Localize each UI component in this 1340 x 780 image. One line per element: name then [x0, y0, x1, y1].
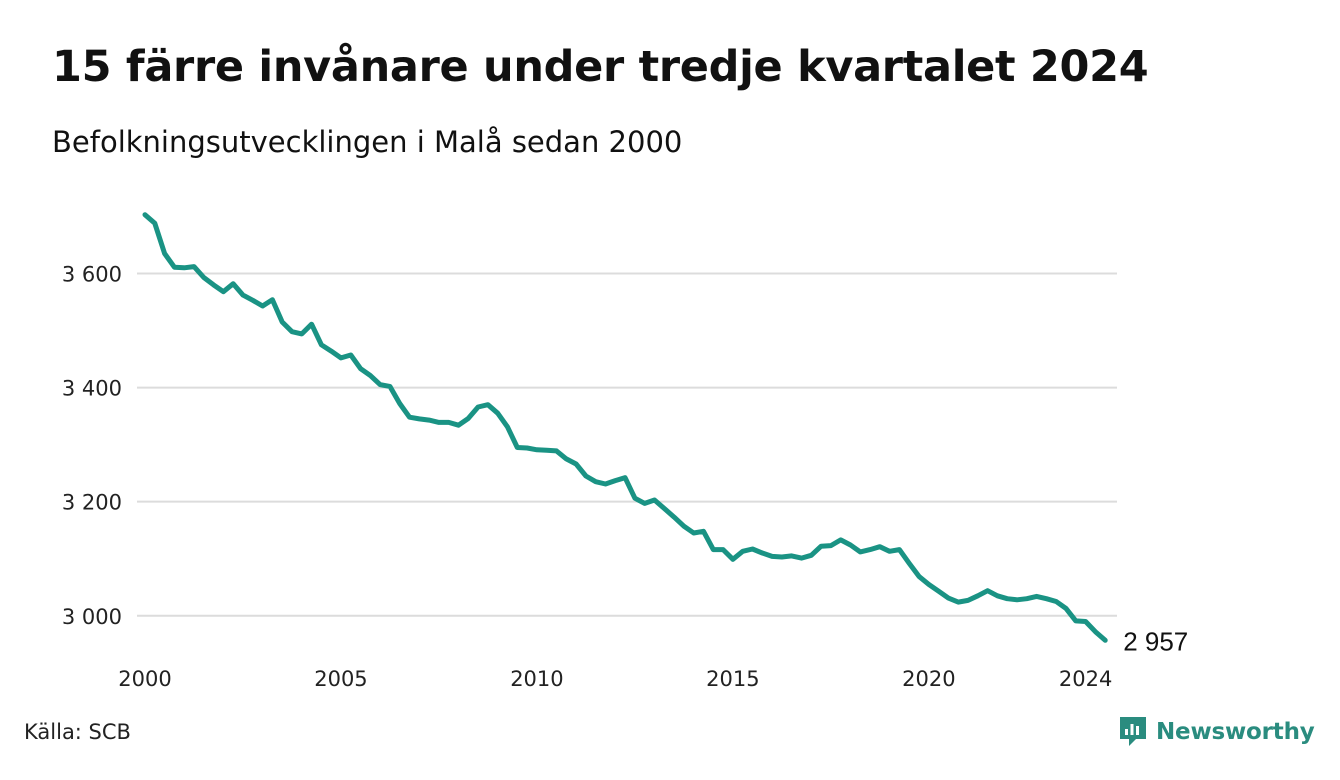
gridlines [137, 272, 1117, 617]
x-tick-label: 2015 [706, 667, 759, 691]
y-tick-label: 3 600 [62, 262, 122, 286]
y-axis-labels: 3 000 3 200 3 400 3 600 [62, 262, 122, 628]
x-tick-label: 2010 [510, 667, 563, 691]
last-value-label: 2 957 [1123, 626, 1188, 656]
newsworthy-logo-icon [1120, 717, 1146, 746]
x-tick-label: 2020 [902, 667, 955, 691]
brand-logo[interactable]: Newsworthy [1118, 714, 1315, 750]
y-tick-label: 3 200 [62, 491, 122, 515]
chart-title: 15 färre invånare under tredje kvartalet… [52, 42, 1149, 92]
y-tick-label: 3 400 [62, 377, 122, 401]
brand-name: Newsworthy [1156, 719, 1315, 745]
x-tick-label: 2005 [314, 667, 367, 691]
x-tick-label: 2024 [1059, 667, 1112, 691]
source-note: Källa: SCB [24, 720, 131, 744]
x-axis-labels: 2000 2005 2010 2015 2020 2024 [118, 667, 1112, 691]
series-layer [142, 212, 1108, 643]
chart-subtitle: Befolkningsutvecklingen i Malå sedan 200… [52, 125, 683, 159]
x-tick-label: 2000 [118, 667, 171, 691]
series-line-population [142, 212, 1108, 643]
y-tick-label: 3 000 [62, 605, 122, 629]
